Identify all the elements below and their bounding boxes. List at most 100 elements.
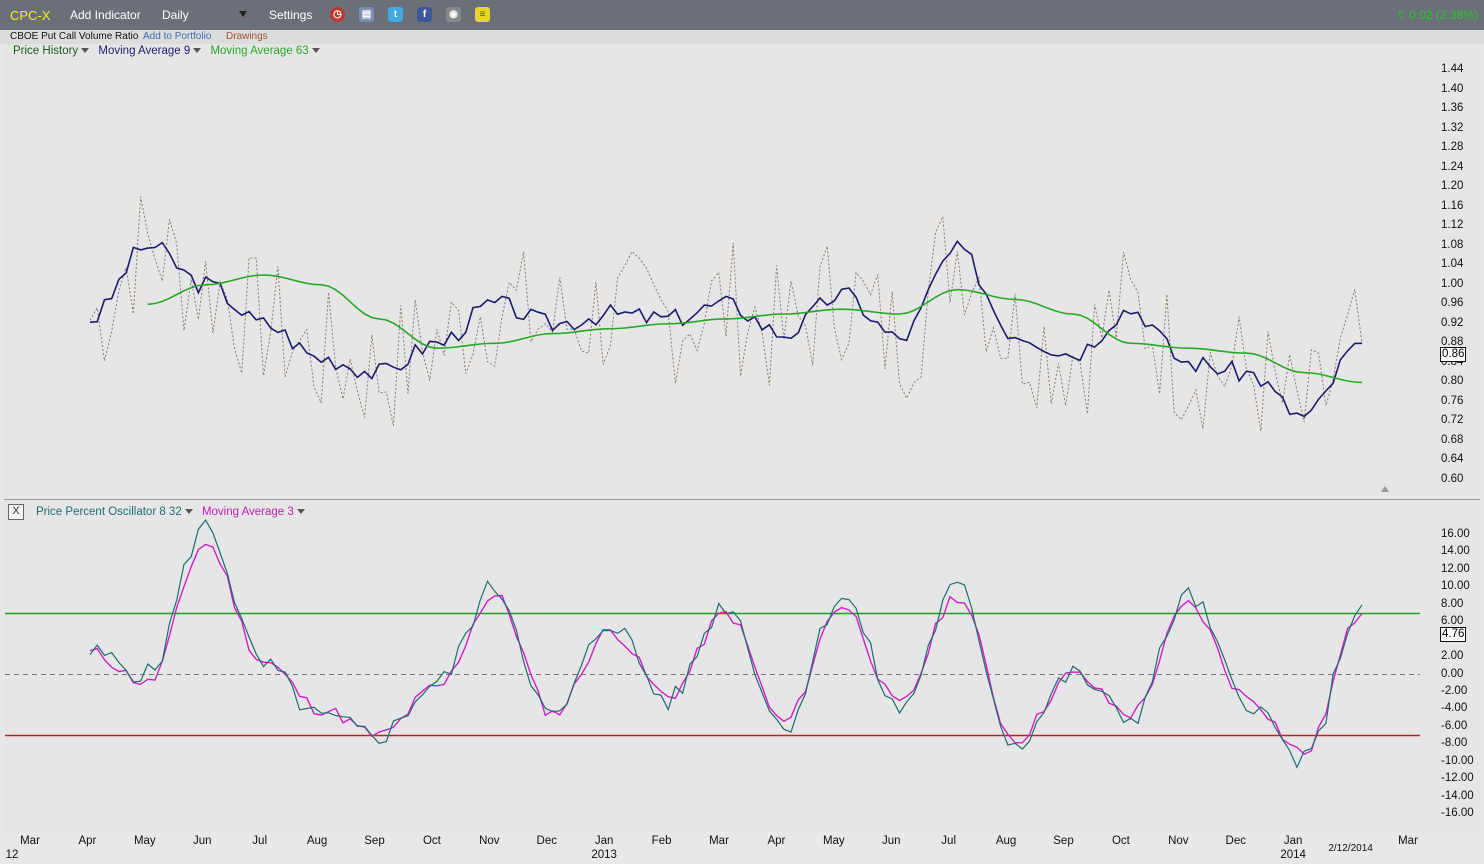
price-last-value: 0.86 [1440,347,1467,362]
oscillator-y-tick: 12.00 [1441,562,1470,575]
x-month-label: Aug [995,835,1017,847]
price-y-tick: 1.12 [1441,219,1464,232]
x-month-label: Mar [1398,835,1418,847]
x-month-label: Jun [881,835,901,847]
x-month-label: Aug [306,835,328,847]
oscillator-y-tick: -14.00 [1441,789,1474,802]
book-icon[interactable]: ▤ [359,7,374,22]
oscillator-y-tick: 16.00 [1441,528,1470,540]
ma63-line [147,274,1363,384]
price-y-tick: 0.88 [1441,336,1464,349]
toolbar: CPC-X Add Indicator Daily Settings ◷ ▤ t… [0,0,1484,31]
x-month-label: May [822,835,845,847]
oscillator-legend: Price Percent Oscillator 8 32 Moving Ave… [36,506,305,518]
settings-button[interactable]: Settings [269,8,313,22]
x-month-label: Apr [767,835,786,847]
oscillator-y-tick: 6.00 [1441,615,1464,628]
instrument-name: CBOE Put Call Volume Ratio [10,31,139,42]
oscillator-y-tick: -4.00 [1441,702,1468,715]
x-month-label: Jul [941,835,957,847]
ma9-line [89,239,1363,418]
note-icon[interactable]: ≡ [475,7,490,22]
legend-ma9[interactable]: Moving Average 9 [98,45,191,57]
close-icon[interactable]: X [8,504,24,520]
add-indicator-button[interactable]: Add Indicator [70,8,141,22]
legend-ppo-ma[interactable]: Moving Average 3 [201,506,294,518]
x-month-label: Jul [252,835,268,847]
x-start-label: 12 [5,849,19,861]
x-month-label: Dec [1225,835,1246,847]
ppo-line [89,519,1363,769]
period-select[interactable]: Daily [162,8,189,22]
add-to-portfolio-link[interactable]: Add to Portfolio [143,31,212,42]
ppo-ma-line [89,543,1363,756]
price-y-tick: 1.00 [1441,277,1464,290]
chevron-down-icon[interactable] [239,11,247,17]
price-y-tick: 1.24 [1441,160,1464,173]
x-year-label: 2014 [1280,849,1306,861]
legend-ma63[interactable]: Moving Average 63 [210,45,309,57]
price-y-tick: 0.96 [1441,297,1464,310]
price-y-tick: 0.72 [1441,414,1464,427]
oscillator-y-tick: 8.00 [1441,597,1464,610]
oscillator-panel [4,499,1480,832]
x-month-label: Apr [78,835,97,847]
facebook-icon[interactable]: f [417,7,432,22]
price-y-tick: 0.80 [1441,375,1464,388]
twitter-icon[interactable]: t [388,7,403,22]
x-month-label: Sep [364,835,385,847]
sub-toolbar: CBOE Put Call Volume Ratio Add to Portfo… [0,30,1484,44]
chevron-down-icon[interactable] [311,48,320,54]
price-y-tick: 1.20 [1441,180,1464,193]
chevron-down-icon[interactable] [296,509,305,515]
price-y-tick: 1.40 [1441,82,1464,95]
x-month-label: Feb [651,835,672,847]
x-month-label: May [133,835,156,847]
price-y-tick: 0.92 [1441,316,1464,329]
oscillator-y-tick: 2.00 [1441,650,1464,663]
camera-icon[interactable]: ◉ [446,7,461,22]
price-y-tick: 1.16 [1441,199,1464,212]
chevron-down-icon[interactable] [184,509,193,515]
price-history-line [89,196,1363,431]
oscillator-y-tick: -10.00 [1441,754,1474,767]
scroll-up-icon [1381,486,1389,492]
price-y-tick: 1.36 [1441,102,1464,115]
legend-ppo[interactable]: Price Percent Oscillator 8 32 [36,506,182,518]
x-month-label: Mar [709,835,729,847]
up-arrow-icon: ⇧ [1395,8,1406,22]
oscillator-y-tick: -16.00 [1441,807,1474,819]
price-y-tick: 1.04 [1441,258,1464,271]
price-y-tick: 0.60 [1441,473,1464,485]
chevron-down-icon[interactable] [193,48,202,54]
x-month-label: Jun [192,835,212,847]
oscillator-y-tick: 10.00 [1441,580,1470,593]
x-month-label: Nov [1168,835,1189,847]
x-month-label: Oct [1111,835,1130,847]
x-month-label: Sep [1053,835,1074,847]
drawings-link[interactable]: Drawings [226,31,268,42]
price-change: ⇧ 0.02 (2.38%) [1396,8,1478,22]
price-y-tick: 0.68 [1441,433,1464,446]
alarm-clock-icon[interactable]: ◷ [330,7,345,22]
x-month-label: Jan [594,835,614,847]
x-month-label: Mar [20,835,40,847]
oscillator-y-tick: -12.00 [1441,772,1474,785]
x-month-label: Jan [1283,835,1303,847]
price-legend: Price History Moving Average 9 Moving Av… [13,45,320,57]
oscillator-last-value: 4.76 [1440,627,1467,642]
change-value: 0.02 (2.38%) [1409,8,1478,22]
x-year-label: 2013 [591,849,617,861]
oscillator-y-tick: 0.00 [1441,667,1464,680]
price-y-tick: 1.44 [1441,63,1464,75]
chevron-down-icon[interactable] [81,48,90,54]
price-y-tick: 1.08 [1441,238,1464,251]
price-y-tick: 1.28 [1441,141,1464,154]
ticker-symbol[interactable]: CPC-X [10,8,51,23]
x-month-label: 2/12/2014 [1328,843,1373,854]
oscillator-y-tick: -2.00 [1441,684,1468,697]
oscillator-y-tick: -6.00 [1441,719,1468,732]
price-y-tick: 0.64 [1441,453,1464,466]
legend-price-history[interactable]: Price History [13,45,79,57]
